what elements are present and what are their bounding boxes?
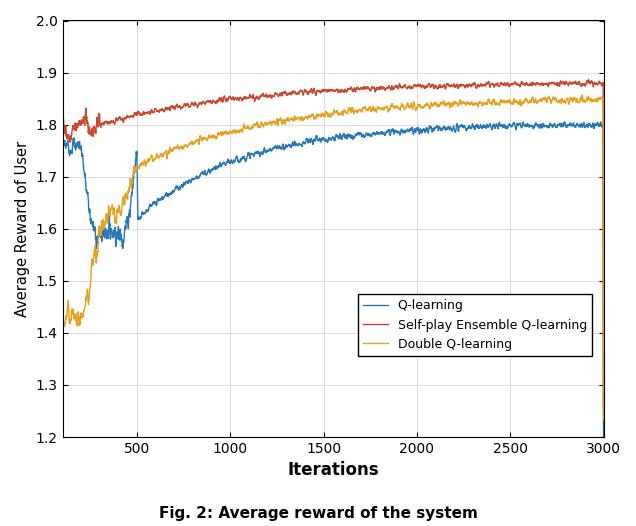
Double Q-learning — [255, 123, 263, 129]
Line: Q-learning: Q-learning — [44, 122, 604, 526]
Q-learning — [255, 150, 263, 157]
Double Q-learning — [529, 95, 536, 102]
Self-play Ensemble Q-learning — [279, 90, 287, 96]
Double Q-learning — [279, 120, 287, 126]
Q-learning — [137, 214, 145, 220]
Q-learning — [600, 435, 607, 441]
Self-play Ensemble Q-learning — [104, 121, 112, 127]
Text: Fig. 2: Average reward of the system: Fig. 2: Average reward of the system — [158, 506, 478, 521]
Q-learning — [529, 123, 536, 129]
X-axis label: Iterations: Iterations — [287, 461, 379, 479]
Double Q-learning — [578, 92, 586, 98]
Self-play Ensemble Q-learning — [137, 112, 145, 118]
Q-learning — [104, 231, 112, 238]
Double Q-learning — [600, 417, 607, 423]
Y-axis label: Average Reward of User: Average Reward of User — [15, 140, 30, 317]
Q-learning — [561, 119, 569, 125]
Double Q-learning — [589, 98, 597, 104]
Self-play Ensemble Q-learning — [255, 97, 263, 103]
Q-learning — [279, 142, 287, 148]
Self-play Ensemble Q-learning — [589, 80, 597, 87]
Self-play Ensemble Q-learning — [529, 82, 536, 88]
Double Q-learning — [137, 160, 145, 167]
Q-learning — [589, 120, 597, 126]
Line: Double Q-learning: Double Q-learning — [44, 95, 604, 526]
Double Q-learning — [104, 212, 112, 218]
Self-play Ensemble Q-learning — [584, 76, 592, 83]
Self-play Ensemble Q-learning — [600, 406, 607, 412]
Legend: Q-learning, Self-play Ensemble Q-learning, Double Q-learning: Q-learning, Self-play Ensemble Q-learnin… — [357, 295, 592, 356]
Line: Self-play Ensemble Q-learning: Self-play Ensemble Q-learning — [44, 79, 604, 526]
